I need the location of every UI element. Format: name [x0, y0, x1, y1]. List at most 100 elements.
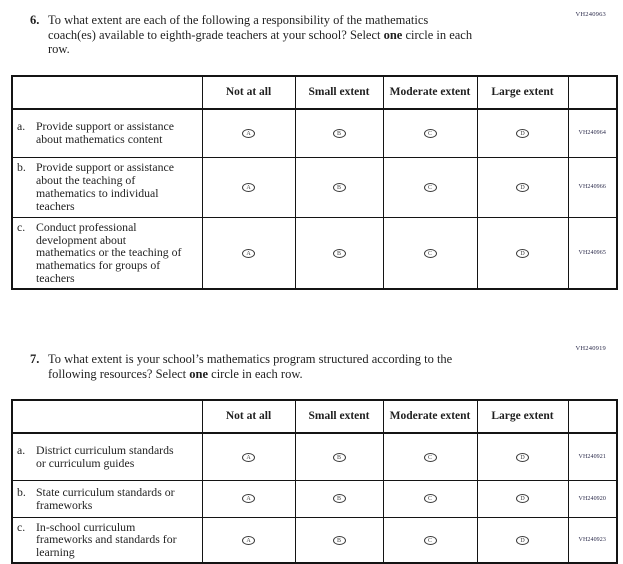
option-cell: D: [476, 108, 569, 158]
table-header-row: Not at all Small extent Moderate extent …: [11, 399, 618, 434]
option-cell: B: [294, 216, 384, 290]
question-line: coach(es) available to eighth-grade teac…: [48, 28, 472, 43]
question-line-segment: circle in each: [402, 27, 473, 42]
bubble-moderate-extent[interactable]: C: [423, 452, 437, 462]
bubble-small-extent[interactable]: B: [332, 452, 346, 462]
question-7: 7. To what extent is your school’s mathe…: [30, 352, 452, 381]
option-cell: D: [476, 516, 569, 564]
question-code: VH240919: [575, 345, 606, 352]
question-number: 7.: [30, 352, 40, 366]
table-row: b. State curriculum standards or framewor…: [11, 479, 618, 518]
row-label: State curriculum standards or frameworks: [36, 484, 175, 512]
option-cell: D: [476, 432, 569, 481]
question-6: 6. To what extent are each of the follow…: [30, 13, 472, 57]
bubble-moderate-extent[interactable]: C: [423, 182, 437, 192]
row-code: VH240920: [567, 479, 618, 518]
question-line-segment: following resources? Select: [48, 366, 190, 381]
header-not-at-all: Not at all: [201, 399, 296, 434]
option-cell: D: [476, 156, 569, 218]
table-row: b. Provide support or assistance about th…: [11, 156, 618, 218]
row-code: VH240965: [567, 216, 618, 290]
option-cell: C: [382, 516, 478, 564]
bubble-large-extent[interactable]: D: [516, 535, 529, 545]
row-label: Conduct professional development about m…: [36, 219, 182, 285]
question-text: To what extent are each of the following…: [48, 13, 472, 57]
bubble-moderate-extent[interactable]: C: [423, 248, 437, 258]
bubble-small-extent[interactable]: B: [332, 129, 346, 139]
option-cell: B: [294, 479, 384, 518]
row-code: VH240964: [567, 108, 618, 158]
header-empty: [11, 75, 203, 110]
row-label: Provide support or assistance about math…: [36, 119, 174, 147]
option-cell: D: [476, 479, 569, 518]
bubble-large-extent[interactable]: D: [516, 182, 529, 192]
row-label-cell: a. District curriculum standards or curri…: [11, 432, 203, 481]
row-letter: a.: [17, 119, 26, 134]
bubble-small-extent[interactable]: B: [332, 494, 346, 504]
header-empty: [11, 399, 203, 434]
option-cell: A: [201, 516, 296, 564]
bubble-large-extent[interactable]: D: [516, 494, 529, 504]
bubble-large-extent[interactable]: D: [516, 129, 529, 139]
question-line-segment: circle in each row.: [208, 366, 303, 381]
bubble-not-at-all[interactable]: A: [242, 535, 255, 545]
row-letter: b.: [17, 484, 26, 499]
bubble-not-at-all[interactable]: A: [242, 452, 255, 462]
option-cell: C: [382, 156, 478, 218]
row-label-cell: c. Conduct professional development about…: [11, 216, 203, 290]
question-line: row.: [48, 42, 70, 56]
table-row: a. Provide support or assistance about ma…: [11, 108, 618, 158]
option-cell: A: [201, 156, 296, 218]
bubble-not-at-all[interactable]: A: [242, 248, 255, 258]
option-cell: C: [382, 479, 478, 518]
header-code-empty: [567, 399, 618, 434]
bubble-small-extent[interactable]: B: [332, 182, 346, 192]
option-cell: A: [201, 479, 296, 518]
question-6-response-table: Not at all Small extent Moderate extent …: [11, 75, 618, 290]
table-row: c. In-school curriculum frameworks and st…: [11, 516, 618, 564]
question-text: To what extent is your school’s mathemat…: [48, 352, 452, 381]
question-number: 6.: [30, 13, 40, 27]
option-cell: A: [201, 216, 296, 290]
option-cell: B: [294, 156, 384, 218]
bubble-small-extent[interactable]: B: [332, 535, 346, 545]
option-cell: A: [201, 108, 296, 158]
bubble-large-extent[interactable]: D: [516, 452, 529, 462]
option-cell: C: [382, 216, 478, 290]
table-row: a. District curriculum standards or curri…: [11, 432, 618, 481]
bubble-large-extent[interactable]: D: [516, 248, 529, 258]
bubble-not-at-all[interactable]: A: [242, 129, 255, 139]
row-letter: b.: [17, 160, 26, 175]
header-code-empty: [567, 75, 618, 110]
header-not-at-all: Not at all: [201, 75, 296, 110]
header-large-extent: Large extent: [476, 399, 569, 434]
bubble-not-at-all[interactable]: A: [242, 182, 255, 192]
bubble-moderate-extent[interactable]: C: [423, 129, 437, 139]
option-cell: C: [382, 432, 478, 481]
row-code: VH240923: [567, 516, 618, 564]
header-moderate-extent: Moderate extent: [382, 399, 478, 434]
header-small-extent: Small extent: [294, 399, 384, 434]
bubble-moderate-extent[interactable]: C: [423, 535, 437, 545]
header-large-extent: Large extent: [476, 75, 569, 110]
question-line: following resources? Select one circle i…: [48, 367, 452, 382]
row-code: VH240921: [567, 432, 618, 481]
question-line-segment: coach(es) available to eighth-grade teac…: [48, 27, 384, 42]
header-small-extent: Small extent: [294, 75, 384, 110]
option-cell: D: [476, 216, 569, 290]
bubble-small-extent[interactable]: B: [332, 248, 346, 258]
option-cell: A: [201, 432, 296, 481]
table-header-row: Not at all Small extent Moderate extent …: [11, 75, 618, 110]
row-label-cell: a. Provide support or assistance about ma…: [11, 108, 203, 158]
row-label: Provide support or assistance about the …: [36, 160, 174, 213]
bubble-moderate-extent[interactable]: C: [423, 494, 437, 504]
option-cell: B: [294, 516, 384, 564]
row-label: In-school curriculum frameworks and stan…: [36, 519, 177, 560]
option-cell: B: [294, 108, 384, 158]
question-code: VH240963: [575, 11, 606, 18]
row-label: District curriculum standards or curricu…: [36, 442, 174, 470]
row-letter: c.: [17, 519, 26, 534]
bubble-not-at-all[interactable]: A: [242, 494, 255, 504]
option-cell: B: [294, 432, 384, 481]
